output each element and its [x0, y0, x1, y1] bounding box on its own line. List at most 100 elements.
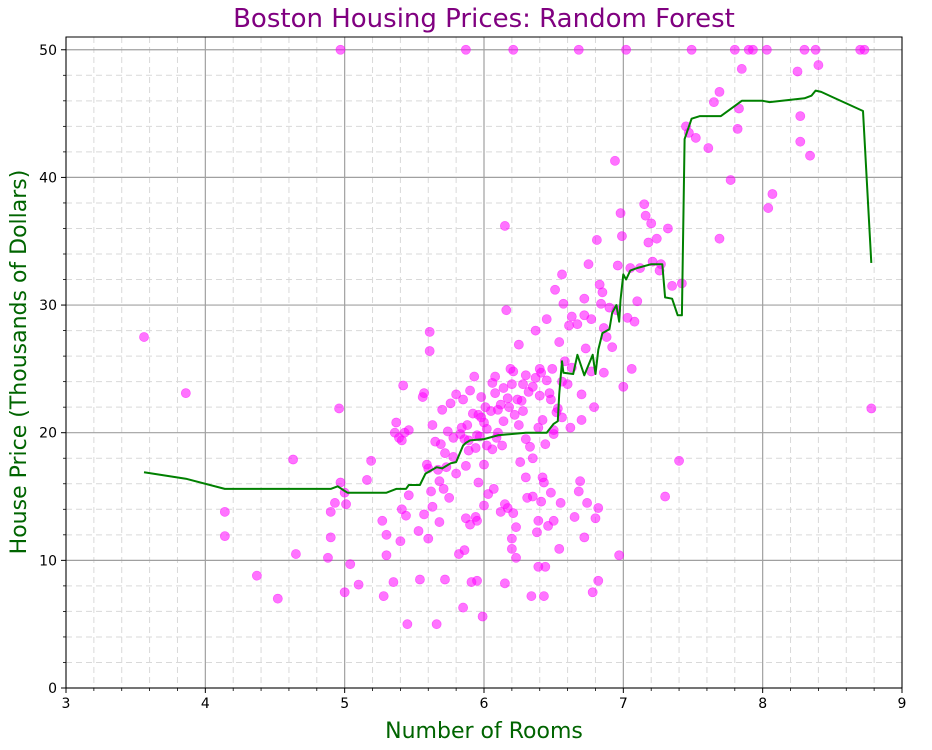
y-tick-label: 10	[39, 553, 57, 569]
data-point	[555, 498, 566, 508]
data-point	[423, 533, 434, 544]
data-point	[506, 379, 517, 390]
data-point	[533, 515, 544, 526]
data-point	[761, 44, 772, 55]
data-point	[508, 508, 519, 519]
data-point	[859, 44, 870, 55]
data-point	[460, 460, 471, 471]
y-tick-label: 20	[39, 426, 57, 442]
data-point	[614, 550, 625, 561]
data-point	[403, 490, 414, 501]
data-point	[339, 587, 350, 598]
data-point	[539, 591, 549, 601]
data-point	[593, 503, 604, 513]
data-point	[539, 477, 549, 488]
data-point	[341, 499, 351, 510]
data-point	[473, 409, 484, 420]
data-point	[548, 515, 559, 526]
data-point	[573, 44, 584, 55]
data-point	[813, 60, 824, 70]
data-point	[767, 189, 778, 199]
data-point	[511, 522, 521, 533]
data-point	[424, 326, 435, 337]
data-point	[499, 499, 510, 510]
data-point	[607, 342, 618, 353]
x-axis-title: Number of Rooms	[385, 719, 583, 744]
data-point	[498, 383, 509, 393]
data-point	[795, 111, 806, 122]
data-point	[651, 233, 662, 244]
data-point	[527, 453, 538, 464]
data-point	[534, 363, 545, 374]
data-point	[325, 506, 336, 517]
data-point	[401, 510, 411, 521]
data-point	[541, 375, 552, 386]
data-point	[440, 574, 450, 585]
prediction-line	[143, 89, 873, 494]
data-point	[323, 552, 333, 563]
data-point	[381, 529, 392, 540]
data-point	[330, 498, 340, 508]
data-point	[527, 381, 538, 392]
data-point	[709, 97, 719, 107]
data-point	[499, 221, 510, 231]
data-point	[593, 575, 604, 586]
data-point	[451, 468, 462, 479]
x-tick-label: 8	[758, 696, 767, 712]
data-point	[272, 593, 283, 604]
data-point	[618, 381, 629, 392]
data-point	[610, 155, 620, 166]
x-tick-label: 4	[201, 696, 210, 712]
data-point	[674, 455, 684, 466]
data-point	[573, 486, 584, 497]
data-point	[541, 314, 552, 324]
data-point	[590, 513, 601, 524]
data-point	[525, 441, 535, 452]
data-point	[402, 619, 413, 630]
data-point	[506, 533, 517, 544]
data-point	[502, 393, 513, 404]
y-tick-label: 0	[48, 681, 57, 697]
data-point	[520, 472, 531, 483]
scatter-points	[139, 44, 877, 630]
data-point	[534, 390, 545, 401]
data-point	[139, 332, 149, 342]
data-point	[639, 199, 650, 210]
data-point	[479, 500, 489, 511]
data-point	[714, 233, 725, 244]
data-point	[459, 545, 470, 556]
x-tick-label: 6	[480, 696, 489, 712]
data-point	[615, 208, 626, 219]
data-point	[597, 287, 608, 298]
data-point	[445, 398, 456, 409]
data-point	[516, 395, 527, 406]
data-point	[557, 376, 567, 387]
data-point	[448, 432, 459, 443]
data-point	[419, 388, 429, 399]
data-point	[598, 367, 609, 378]
data-point	[640, 210, 651, 221]
data-point	[530, 372, 541, 383]
data-point	[377, 515, 388, 526]
data-point	[488, 483, 499, 494]
data-point	[646, 218, 657, 229]
data-point	[460, 44, 471, 55]
data-point	[362, 475, 372, 485]
data-point	[444, 492, 455, 503]
data-point	[579, 532, 590, 543]
data-point	[532, 527, 542, 538]
data-point	[513, 420, 524, 430]
data-point	[437, 404, 448, 415]
data-point	[558, 298, 569, 309]
data-point	[545, 487, 556, 498]
data-point	[424, 346, 435, 356]
data-point	[550, 284, 560, 295]
data-point	[703, 143, 714, 153]
data-point	[435, 439, 446, 450]
data-point	[506, 543, 517, 554]
data-point	[736, 64, 747, 74]
chart-title: Boston Housing Prices: Random Forest	[233, 4, 735, 34]
data-point	[473, 477, 484, 488]
data-point	[589, 402, 599, 413]
x-tick-label: 9	[898, 696, 907, 712]
